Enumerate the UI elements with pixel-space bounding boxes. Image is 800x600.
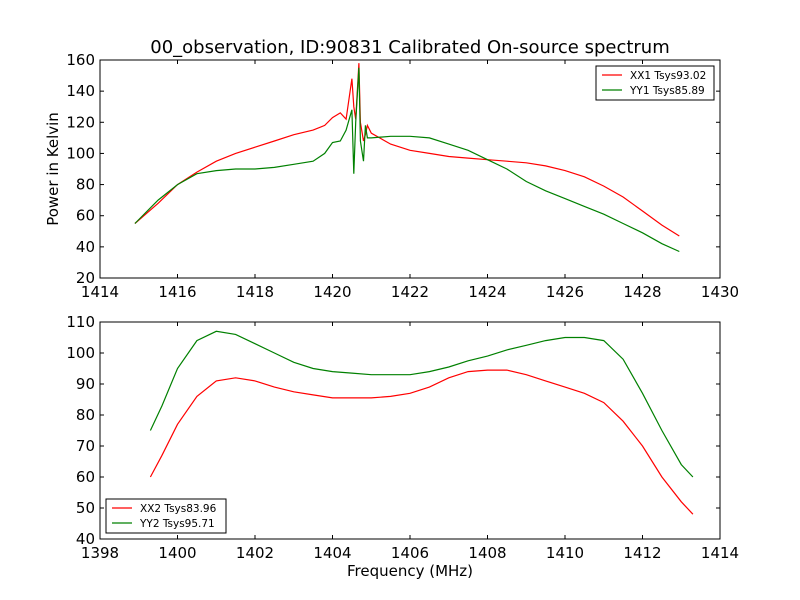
x-tick-label: 1414 <box>81 283 119 301</box>
x-tick-label: 1404 <box>313 544 351 562</box>
x-tick-label: 1418 <box>236 283 274 301</box>
legend: XX1 Tsys93.02 YY1 Tsys85.89 <box>595 65 715 101</box>
series-line-yy2 <box>149 330 694 478</box>
y-tick-label: 70 <box>76 437 95 455</box>
x-tick-label: 1412 <box>623 544 661 562</box>
x-tick-label: 1424 <box>468 283 506 301</box>
x-tick-label: 1414 <box>701 544 739 562</box>
legend-entry: YY2 Tsys95.71 <box>139 518 215 530</box>
x-tick-label: 1400 <box>158 544 196 562</box>
y-tick-label: 60 <box>76 468 95 486</box>
x-tick-label: 1410 <box>546 544 584 562</box>
y-tick-label: 120 <box>66 113 95 131</box>
y-tick-label: 60 <box>76 207 95 225</box>
x-tick-label: 1428 <box>623 283 661 301</box>
x-tick-label: 1422 <box>391 283 429 301</box>
y-tick-label: 100 <box>66 144 95 162</box>
x-tick-label: 1402 <box>236 544 274 562</box>
y-tick-label: 80 <box>76 176 95 194</box>
x-tick-label: 1426 <box>546 283 584 301</box>
legend: XX2 Tsys83.96 YY2 Tsys95.71 <box>105 498 227 534</box>
x-axis-label: Frequency (MHz) <box>347 562 473 580</box>
y-tick-label: 90 <box>76 375 95 393</box>
chart-title: 00_observation, ID:90831 Calibrated On-s… <box>150 37 670 58</box>
y-axis-label: Power in Kelvin <box>44 112 62 226</box>
y-tick-label: 40 <box>76 238 95 256</box>
x-tick-label: 1406 <box>391 544 429 562</box>
legend-box <box>105 498 227 534</box>
x-tick-label: 1398 <box>81 544 119 562</box>
x-tick-label: 1420 <box>313 283 351 301</box>
series-line-xx1 <box>134 63 680 237</box>
y-tick-label: 140 <box>66 82 95 100</box>
legend-box <box>595 65 715 101</box>
y-tick-label: 100 <box>66 344 95 362</box>
x-tick-label: 1416 <box>158 283 196 301</box>
y-tick-label: 20 <box>76 269 95 287</box>
x-tick-label: 1430 <box>701 283 739 301</box>
y-tick-label: 110 <box>66 313 95 331</box>
series-line-yy1 <box>134 67 680 253</box>
y-tick-label: 80 <box>76 406 95 424</box>
legend-entry: YY1 Tsys85.89 <box>629 85 705 97</box>
bottom-plot-panel: 1398 1400 1402 1404 1406 1408 1410 1412 1414 40 50… <box>66 313 739 580</box>
top-plot-panel: 1414 1416 1418 1420 1422 1424 1426 1428 1430 20 40… <box>44 51 739 301</box>
series-line-xx2 <box>149 369 694 515</box>
y-tick-label: 40 <box>76 530 95 548</box>
legend-entry: XX1 Tsys93.02 <box>630 70 706 82</box>
x-tick-label: 1408 <box>468 544 506 562</box>
legend-entry: XX2 Tsys83.96 <box>140 503 217 515</box>
y-tick-label: 50 <box>76 499 95 517</box>
y-tick-label: 160 <box>66 51 95 69</box>
